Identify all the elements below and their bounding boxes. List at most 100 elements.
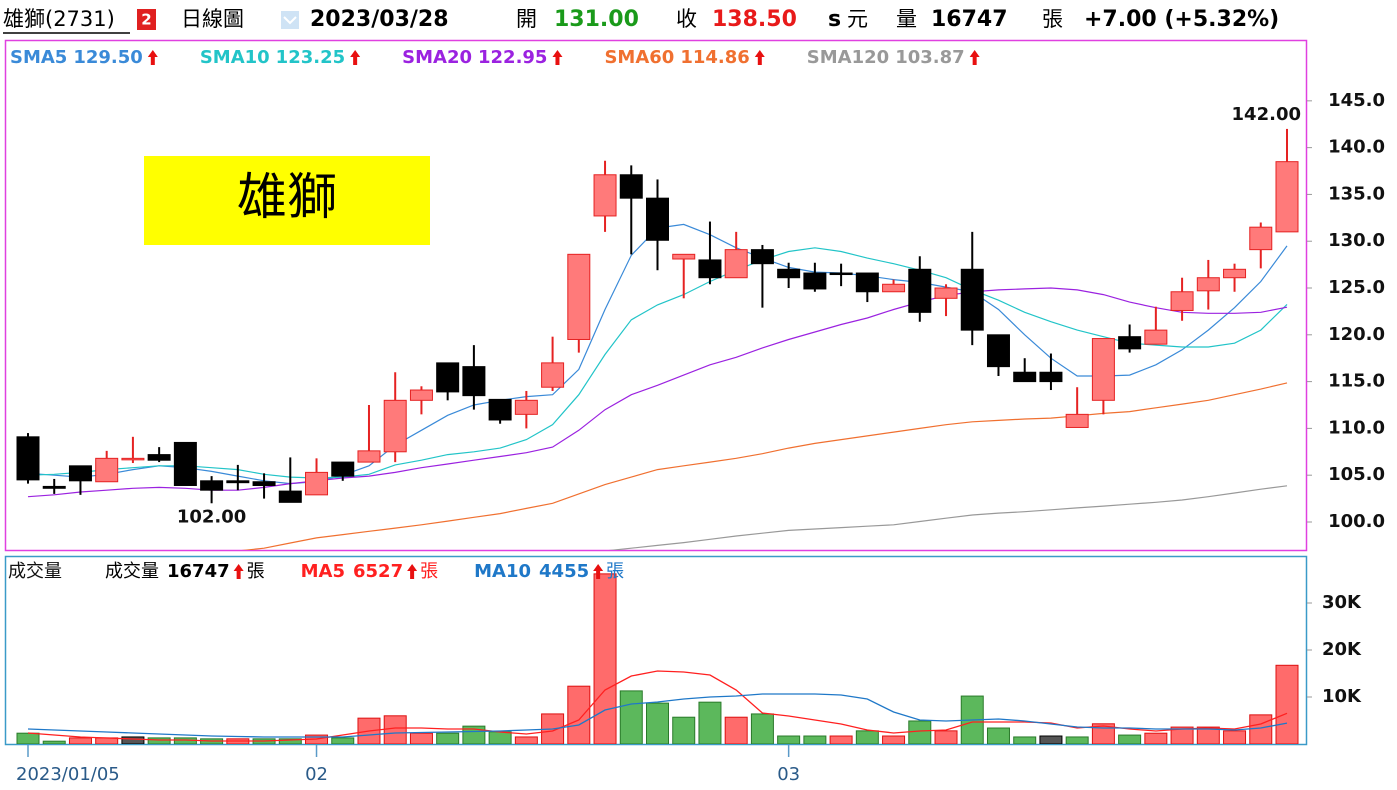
candle-body <box>331 461 355 477</box>
date: 2023/03/28 <box>310 7 449 32</box>
volume-bar <box>1144 732 1168 744</box>
ma-line <box>27 287 1288 498</box>
volume-bar <box>1065 736 1089 744</box>
candle-body <box>514 399 538 415</box>
badge: 2 <box>141 11 151 29</box>
legend-name: SMA10 <box>200 47 270 68</box>
volume-bar <box>646 702 669 744</box>
volume-unit: 張 <box>1042 7 1063 31</box>
y-tick-label: 140.0 <box>1328 137 1385 158</box>
candle-body <box>1275 161 1299 233</box>
currency: 元 <box>847 7 868 31</box>
up-arrow-icon <box>754 50 765 65</box>
volume-title: 成交量 <box>8 561 62 582</box>
candle-body <box>777 268 801 279</box>
volume-bar <box>1249 714 1273 744</box>
volume-bar <box>462 725 486 744</box>
badge-box <box>137 9 156 30</box>
candle-body <box>16 436 40 481</box>
candle-body <box>934 287 958 299</box>
candle-body <box>672 253 696 260</box>
open-label: 開 <box>516 7 537 31</box>
y-tick-label: 105.0 <box>1328 464 1385 485</box>
x-tick-label: 03 <box>777 764 800 785</box>
candle-body <box>1170 291 1194 311</box>
candle-body <box>1118 336 1142 350</box>
stock-name: 雄獅(2731) <box>3 7 115 31</box>
candle-body <box>750 249 774 265</box>
candle-body <box>829 272 853 276</box>
legend-value: 6527 <box>353 561 403 582</box>
y-tick-label: 120.0 <box>1328 324 1385 345</box>
y-tick-label: 130.0 <box>1328 230 1385 251</box>
volume-bar <box>593 573 617 744</box>
legend-name: SMA5 <box>10 47 67 68</box>
volume-bar <box>278 738 302 744</box>
volume-bar <box>1013 736 1037 744</box>
ma-line <box>27 670 1288 742</box>
volume-bar <box>1196 726 1220 744</box>
candle-body <box>200 480 224 491</box>
volume-bar <box>173 737 197 744</box>
candle-body <box>593 174 617 217</box>
dropdown[interactable] <box>281 11 299 29</box>
volume-bar <box>16 732 40 744</box>
period[interactable]: 日線圖 <box>181 7 244 31</box>
legend-value: 129.50 <box>73 47 142 68</box>
ma-line <box>27 693 1288 738</box>
candle-body <box>42 485 66 489</box>
annotation-box <box>144 156 430 245</box>
candle-body <box>305 471 329 496</box>
candle-body <box>1223 268 1247 279</box>
y-tick-label: 100.0 <box>1328 511 1385 532</box>
x-tick-label: 02 <box>305 764 328 785</box>
legend-name: SMA20 <box>402 47 472 68</box>
legend-unit: 張 <box>247 561 265 582</box>
candle-body <box>121 457 145 461</box>
y-tick-label: 125.0 <box>1328 277 1385 298</box>
candle-body <box>488 398 512 421</box>
high-label: 142.00 <box>1232 104 1301 125</box>
up-arrow-icon <box>233 564 244 579</box>
volume-bar <box>724 716 748 744</box>
volume-bar <box>1223 730 1247 744</box>
up-arrow-icon <box>552 50 563 65</box>
s-label: s <box>828 7 841 32</box>
close-label: 收 <box>676 7 697 31</box>
volume-bar <box>855 730 879 744</box>
candle-body <box>1144 329 1168 345</box>
candle-body <box>173 441 197 486</box>
volume-bar <box>829 735 853 744</box>
volume-bar <box>42 740 66 744</box>
candle-body <box>95 457 119 483</box>
y-tick-label: 10K <box>1322 686 1362 707</box>
volume-bar <box>672 716 696 744</box>
candle-body <box>855 272 879 293</box>
volume-bar <box>1118 734 1142 744</box>
volume-bar <box>803 735 827 744</box>
candle-body <box>724 249 748 279</box>
volume-bar <box>1170 726 1194 744</box>
candle-body <box>960 268 984 331</box>
legend-name: MA5 <box>301 561 345 582</box>
volume-bar <box>882 735 906 744</box>
candle-body <box>619 174 643 199</box>
up-arrow-icon <box>147 50 158 65</box>
candle-body <box>698 259 722 279</box>
volume-bar <box>331 737 355 744</box>
ma-line <box>608 485 1288 550</box>
volume-bar <box>1039 735 1063 744</box>
legend-name: MA10 <box>474 561 531 582</box>
low-label: 102.00 <box>177 506 246 527</box>
candle-body <box>226 480 250 484</box>
legend-value: 103.87 <box>895 47 964 68</box>
candle-body <box>252 481 276 486</box>
candle-body <box>882 283 906 293</box>
volume-bar <box>986 727 1010 744</box>
candle-body <box>68 465 92 482</box>
volume-value: 16747 <box>931 7 1008 32</box>
volume-bar <box>514 736 538 744</box>
volume-bar <box>383 715 407 744</box>
price-panel <box>4 39 1308 552</box>
